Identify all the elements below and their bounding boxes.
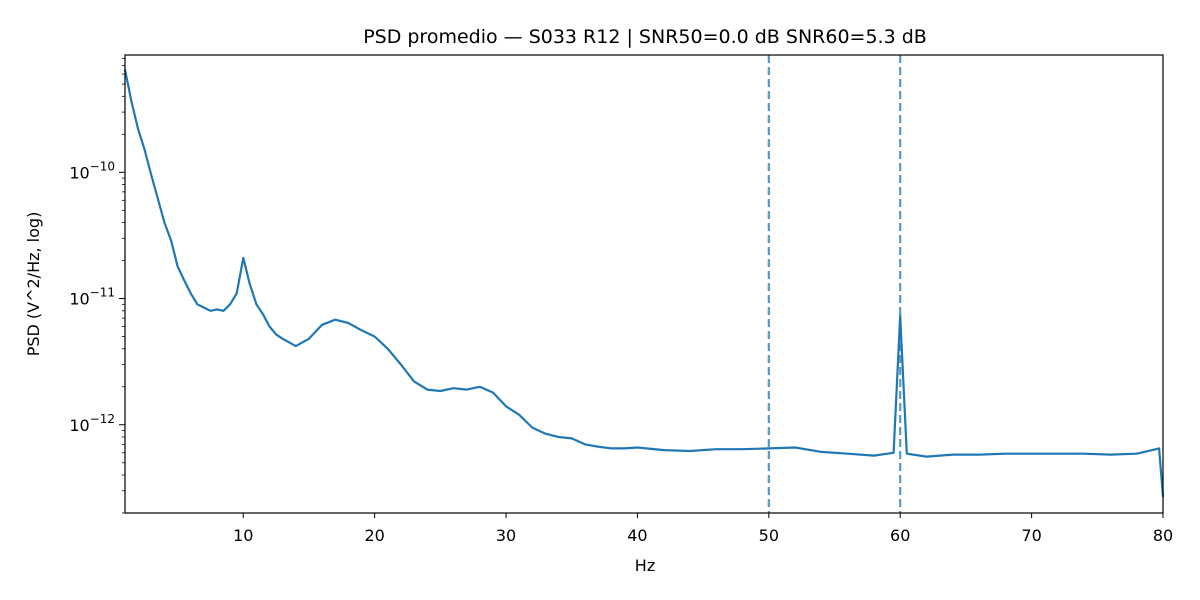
psd-data-point [216,308,218,311]
psd-data-point [176,265,179,268]
plot-frame [124,54,1164,514]
psd-data-point [518,414,520,416]
psd-data-point [249,283,251,286]
psd-data-point [1030,452,1033,455]
psd-data-point [130,101,133,103]
psd-data-point [347,322,350,324]
psd-data-point [505,405,507,408]
psd-data-point [426,388,429,391]
psd-data-point [209,310,212,312]
psd-data-point [170,239,172,241]
psd-data-point [268,325,271,328]
psd-series-line [123,69,1165,497]
psd-data-point [794,446,796,449]
chart-title: PSD promedio — S033 R12 | SNR50=0.0 dB S… [363,26,927,48]
psd-data-point [360,329,363,332]
psd-data-point [143,149,146,151]
x-tick-label: 60 [890,526,910,545]
x-tick-label: 50 [759,526,779,545]
psd-data-point [689,450,691,452]
x-tick-label: 80 [1153,526,1173,545]
psd-data-point [820,451,823,453]
psd-data-point [275,333,277,336]
psd-data-point [387,348,389,350]
psd-data-point [978,453,980,456]
psd-data-point [906,452,908,455]
psd-data-point [479,386,481,388]
reference-lines [767,55,902,513]
psd-data-point [163,221,166,224]
psd-data-point [873,454,875,457]
psd-data-point [584,443,586,446]
series-layer [123,68,1165,498]
psd-data-point [295,345,297,347]
psd-data-point [768,447,770,450]
y-tick-label: 10−12 [69,412,115,435]
psd-data-point [1083,452,1085,455]
psd-data-point [157,197,159,200]
psd-data-point [137,128,139,130]
psd-data-point [465,388,468,391]
psd-data-point [1057,452,1059,455]
psd-data-point [321,324,323,326]
psd-data-point [255,303,258,306]
psd-data-point [229,303,231,306]
psd-data-point [281,338,284,340]
psd-data-point [925,455,928,458]
psd-data-point [662,449,665,451]
x-tick-label: 10 [233,526,253,545]
psd-data-point [413,380,415,383]
psd-data-point [196,303,199,306]
y-tick-label: 10−11 [69,286,115,309]
y-tick-label: 10−10 [69,159,115,182]
psd-data-point [452,387,455,390]
psd-data-point [222,310,225,312]
x-tick-label: 70 [1021,526,1041,545]
x-tick-label: 30 [496,526,516,545]
x-tick-label: 20 [364,526,384,545]
psd-data-point [544,432,547,435]
psd-data-point [570,437,573,440]
psd-data-point [741,448,744,451]
psd-data-point [334,318,337,321]
x-axis-label: Hz [635,556,655,575]
psd-data-point [715,448,718,451]
psd-data-point [1004,452,1007,455]
psd-data-point [183,279,185,281]
psd-data-point [308,338,310,340]
psd-data-point [610,447,612,450]
psd-data-point [892,452,895,454]
psd-data-point [952,453,954,456]
psd-data-point [557,436,560,438]
y-axis-label: PSD (V^2/Hz, log) [24,212,43,357]
psd-data-point [623,447,626,450]
psd-data-point [189,292,192,295]
psd-data-point [262,313,264,316]
psd-data-point [242,257,245,259]
psd-data-point [846,452,849,455]
psd-data-point [150,174,153,176]
psd-data-point [636,446,639,449]
psd-data-point [373,335,376,338]
psd-data-point [1158,447,1160,450]
psd-data-point [203,306,205,309]
psd-data-point [1135,452,1138,455]
psd-data-point [1109,453,1112,456]
psd-data-point [899,315,901,317]
y-axis-ticks: 10−10 10−11 10−12 [69,57,125,514]
x-tick-label: 40 [627,526,647,545]
x-axis-ticks: 10 20 30 40 50 60 70 80 [233,513,1173,545]
psd-data-point [400,363,402,366]
psd-data-point [492,391,494,394]
psd-data-point [597,445,599,448]
psd-data-point [531,426,534,429]
psd-data-point [235,292,238,295]
psd-data-point [439,390,442,392]
